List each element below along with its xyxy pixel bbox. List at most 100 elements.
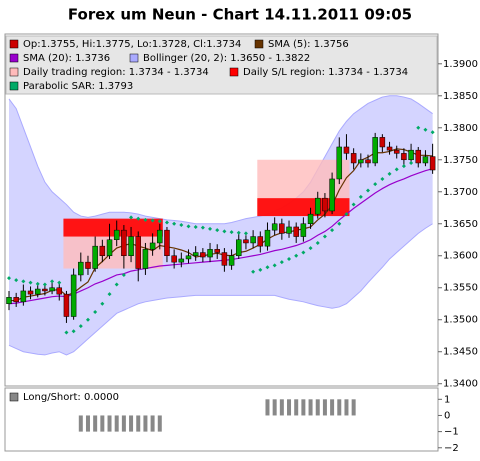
sar-dot bbox=[351, 202, 356, 207]
candle-body bbox=[164, 229, 170, 256]
sar-dot bbox=[251, 269, 256, 274]
bar bbox=[93, 415, 98, 432]
sar-dot bbox=[330, 228, 335, 233]
sar-dot bbox=[57, 280, 62, 285]
sar-dot bbox=[143, 217, 148, 222]
y-tick-label: 1.3700 bbox=[443, 187, 478, 198]
bar bbox=[265, 399, 270, 416]
y-tick-label: −2 bbox=[444, 443, 459, 454]
candle-body bbox=[149, 242, 156, 250]
candle-body bbox=[128, 236, 134, 256]
candle-body bbox=[85, 261, 91, 269]
sar-dot bbox=[279, 260, 284, 265]
candle-body bbox=[401, 153, 407, 161]
candle-body bbox=[49, 287, 55, 292]
bar bbox=[337, 399, 342, 416]
bar bbox=[351, 399, 356, 416]
candle-body bbox=[70, 274, 77, 317]
sar-dot bbox=[42, 282, 47, 287]
legend-swatch bbox=[229, 67, 239, 77]
y-tick-label: 0 bbox=[444, 410, 450, 421]
candle-body bbox=[379, 137, 386, 148]
sar-dot bbox=[7, 276, 11, 281]
legend-swatch bbox=[129, 53, 139, 63]
candle-body bbox=[358, 159, 364, 164]
sar-dot bbox=[28, 280, 33, 285]
y-tick-label: 1.3900 bbox=[443, 59, 478, 70]
sar-dot bbox=[172, 221, 177, 226]
legend-swatch bbox=[9, 67, 19, 77]
candle-body bbox=[56, 287, 63, 295]
y-tick-label: 1.3750 bbox=[443, 155, 478, 166]
y-tick-label: 1.3600 bbox=[443, 251, 478, 262]
bar bbox=[121, 415, 126, 432]
sar-dot bbox=[121, 272, 126, 277]
candle-body bbox=[408, 149, 414, 161]
bar bbox=[143, 415, 148, 432]
bar bbox=[129, 415, 134, 432]
sar-dot bbox=[294, 253, 299, 258]
bar bbox=[78, 415, 83, 432]
sar-dot bbox=[35, 281, 40, 286]
sar-dot bbox=[71, 329, 76, 334]
sar-dot bbox=[409, 160, 414, 165]
candle-body bbox=[264, 229, 271, 247]
bar bbox=[150, 415, 155, 432]
sar-dot bbox=[85, 317, 90, 322]
candle-body bbox=[221, 252, 228, 266]
candle-body bbox=[236, 239, 242, 256]
sl-region bbox=[257, 198, 350, 217]
legend-label: Long/Short: 0.0000 bbox=[23, 392, 119, 403]
candle-body bbox=[142, 249, 149, 269]
bar bbox=[315, 399, 320, 416]
candle-body bbox=[63, 293, 70, 317]
candle-body bbox=[200, 252, 206, 258]
sar-dot bbox=[14, 278, 19, 283]
sar-dot bbox=[179, 223, 184, 228]
sar-dot bbox=[222, 229, 227, 234]
legend-swatch bbox=[254, 39, 264, 49]
candle-body bbox=[243, 239, 249, 244]
legend-swatch bbox=[9, 81, 19, 91]
candle-body bbox=[185, 255, 192, 260]
sar-dot bbox=[308, 246, 313, 251]
candle-body bbox=[293, 226, 299, 237]
sar-dot bbox=[401, 164, 406, 169]
candle-body bbox=[343, 146, 350, 154]
candle-body bbox=[78, 261, 84, 276]
sar-dot bbox=[150, 218, 155, 223]
sar-dot bbox=[258, 267, 263, 272]
sar-dot bbox=[423, 127, 428, 132]
y-tick-label: 1.3550 bbox=[443, 283, 478, 294]
y-tick-label: 1 bbox=[444, 394, 450, 405]
candle-body bbox=[415, 149, 422, 164]
candle-body bbox=[178, 258, 185, 263]
sar-dot bbox=[315, 240, 320, 245]
candle-body bbox=[192, 252, 199, 256]
candle-body bbox=[307, 213, 314, 225]
sar-dot bbox=[322, 234, 327, 239]
legend-label: Daily S/L region: 1.3734 - 1.3734 bbox=[243, 67, 408, 78]
candle-body bbox=[157, 229, 163, 244]
legend-label: SMA (5): 1.3756 bbox=[268, 39, 349, 50]
candle-body bbox=[329, 178, 335, 212]
y-tick-label: 1.3850 bbox=[443, 91, 478, 102]
sar-dot bbox=[164, 220, 169, 225]
sar-dot bbox=[136, 216, 141, 221]
legend-box bbox=[5, 35, 438, 95]
y-tick-label: 1.3450 bbox=[443, 347, 478, 358]
legend-label: Daily trading region: 1.3734 - 1.3734 bbox=[23, 67, 209, 78]
sar-dot bbox=[107, 292, 112, 297]
sar-dot bbox=[100, 301, 105, 306]
sar-dot bbox=[344, 212, 349, 217]
candle-body bbox=[207, 249, 213, 258]
indicator-panel bbox=[4, 387, 439, 452]
candle-body bbox=[429, 156, 436, 171]
sar-dot bbox=[229, 230, 234, 235]
candle-body bbox=[121, 229, 127, 256]
candle-body bbox=[99, 245, 106, 256]
y-tick-label: 1.3650 bbox=[443, 219, 478, 230]
bar bbox=[287, 399, 292, 416]
candle-body bbox=[365, 159, 371, 164]
legend-label: SMA (20): 1.3736 bbox=[23, 53, 110, 64]
